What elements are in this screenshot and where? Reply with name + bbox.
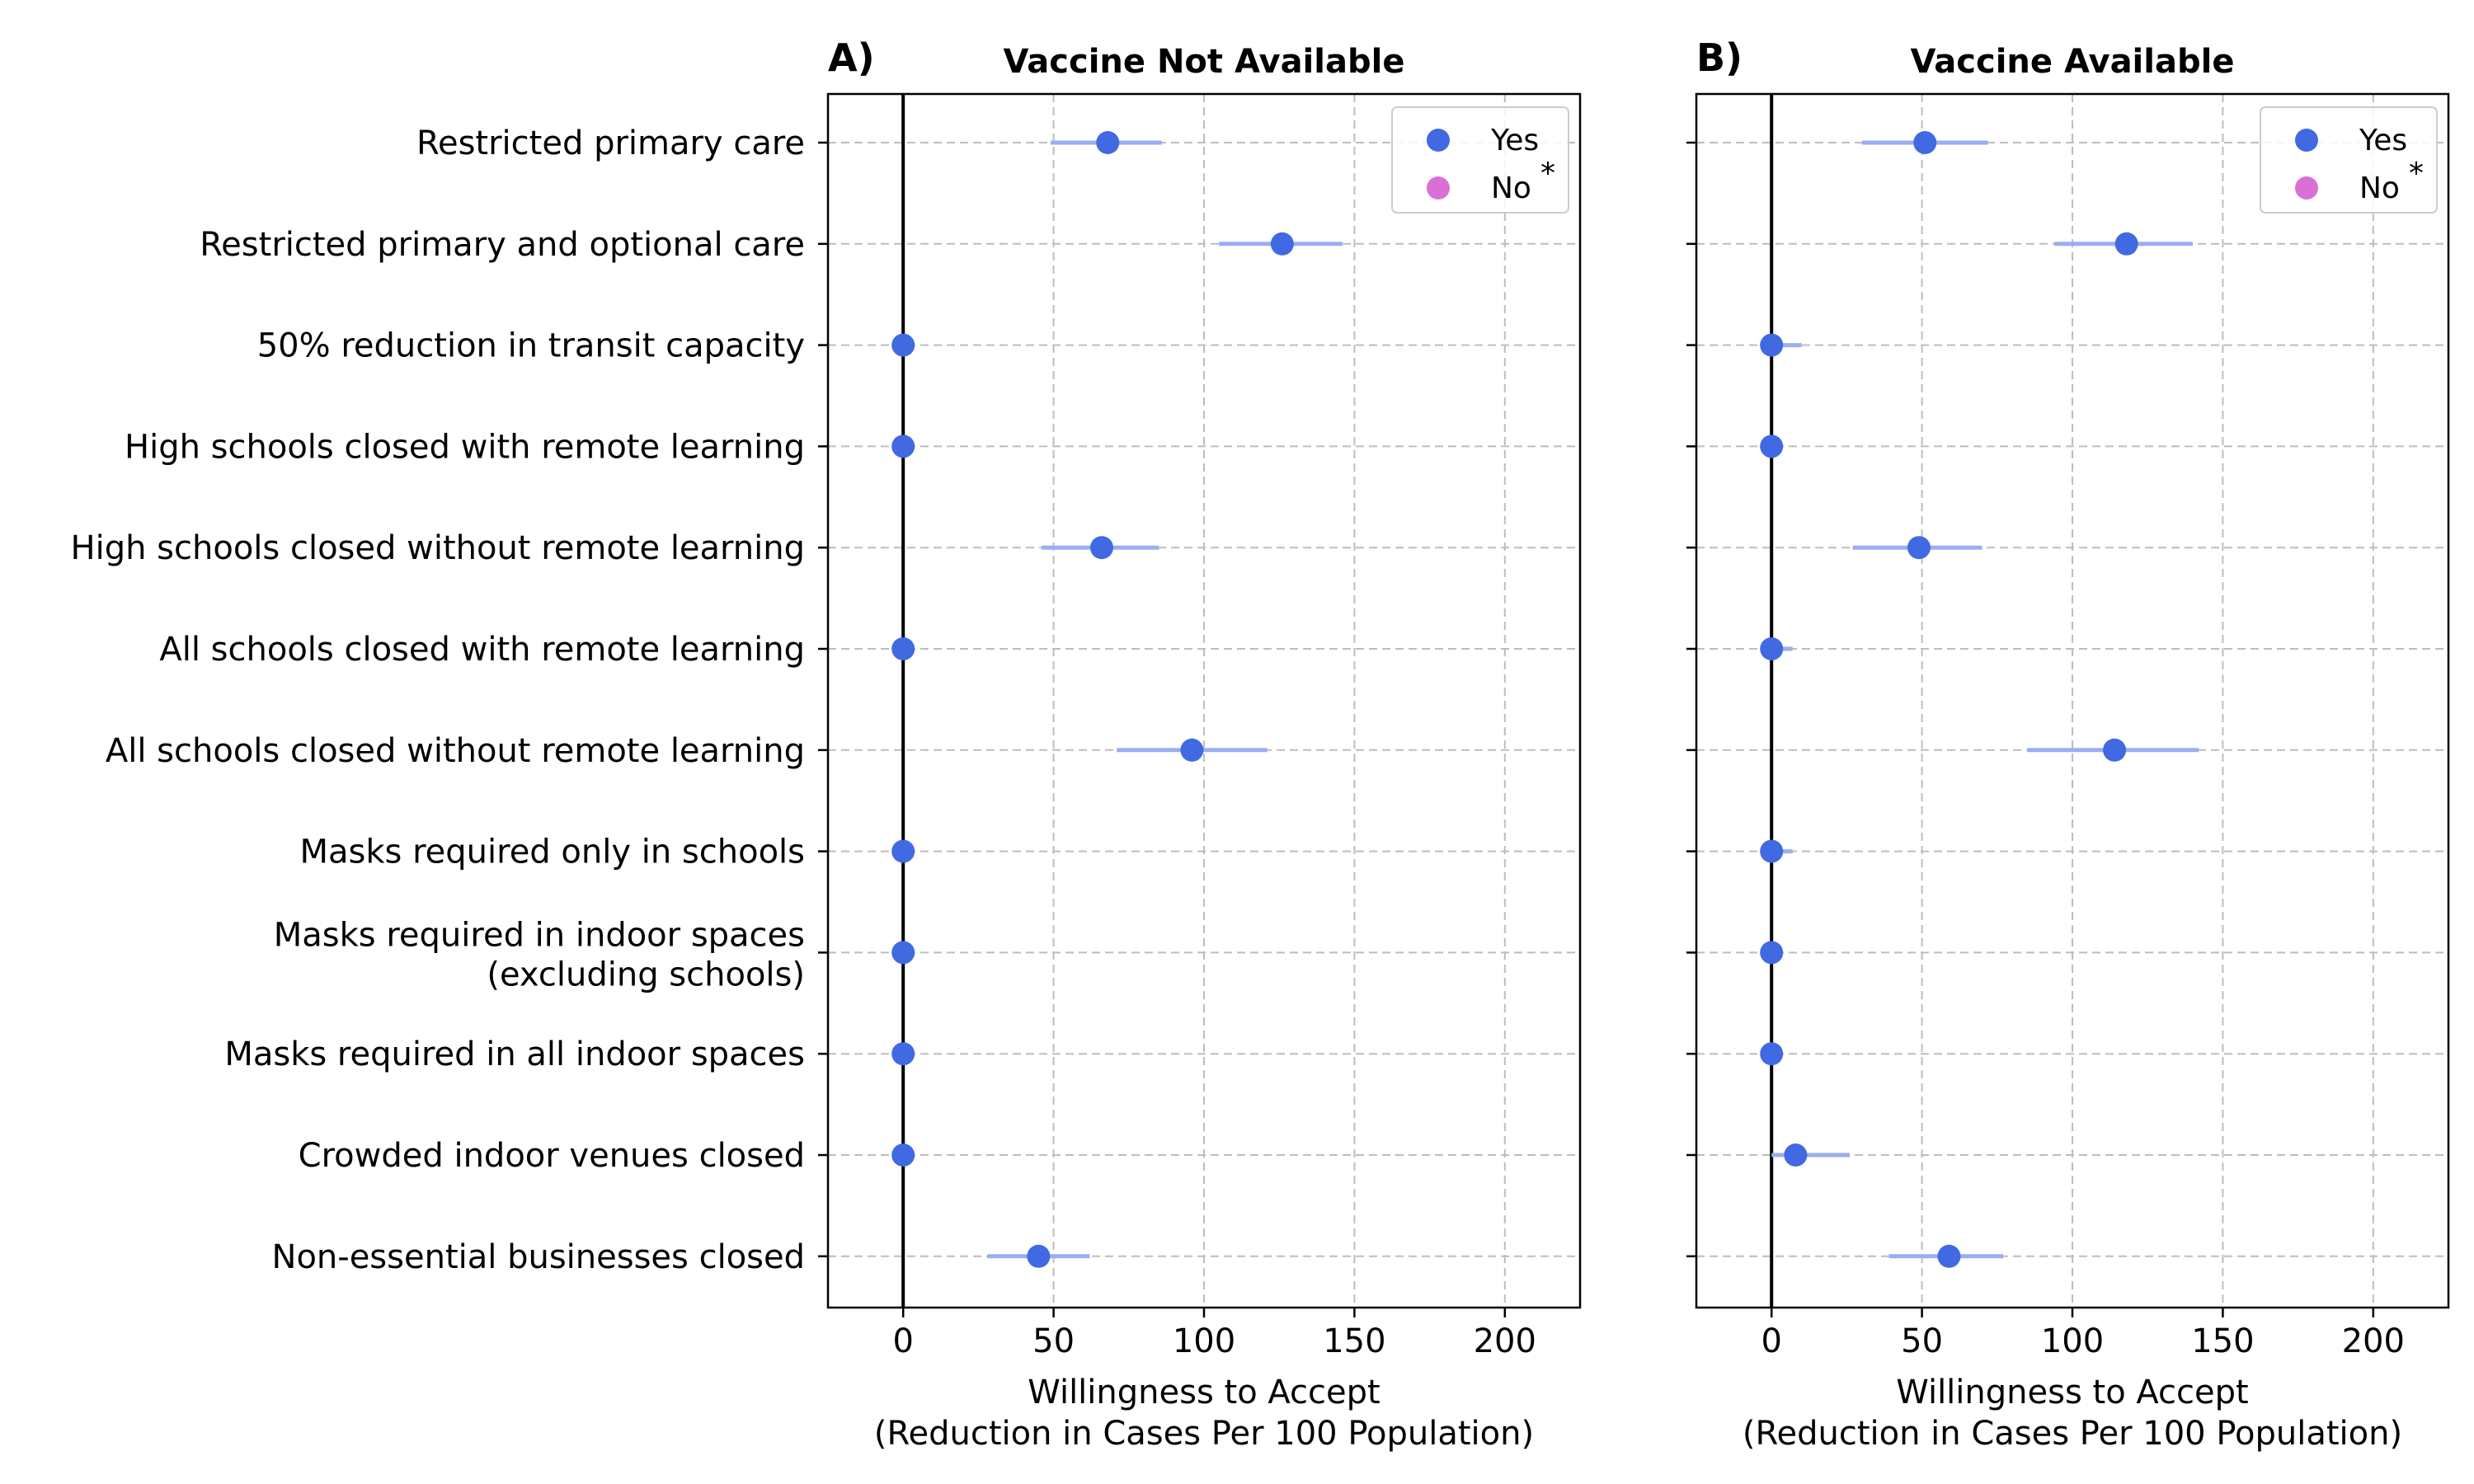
data-point — [1027, 1244, 1051, 1268]
data-point — [2114, 232, 2138, 256]
data-point — [891, 333, 915, 357]
data-point — [891, 941, 915, 965]
x-axis-label: (Reduction in Cases Per 100 Population) — [1743, 1415, 2402, 1453]
x-tick-label: 200 — [1474, 1322, 1536, 1360]
x-tick-label: 200 — [2342, 1322, 2405, 1360]
category-label: Restricted primary care — [416, 124, 805, 162]
panel-label: B) — [1696, 35, 1743, 80]
category-label: Non-essential businesses closed — [272, 1238, 805, 1276]
category-label: High schools closed without remote learn… — [71, 529, 805, 567]
category-label: Crowded indoor venues closed — [299, 1137, 805, 1175]
x-tick-label: 100 — [2041, 1322, 2104, 1360]
data-point — [891, 1042, 915, 1066]
data-point — [1760, 434, 1784, 458]
x-tick-label: 50 — [1901, 1322, 1943, 1360]
category-label: Restricted primary and optional care — [200, 226, 805, 264]
data-point — [1096, 131, 1120, 154]
x-tick-label: 50 — [1032, 1322, 1075, 1360]
data-point — [1760, 637, 1784, 660]
legend-marker-no — [1427, 176, 1450, 200]
panel-title: Vaccine Not Available — [1004, 43, 1405, 81]
category-label: All schools closed without remote learni… — [106, 732, 805, 770]
data-point — [2103, 738, 2127, 762]
legend-label-yes: Yes — [2359, 124, 2407, 157]
legend-label-yes: Yes — [1490, 124, 1539, 157]
x-tick-label: 0 — [1761, 1322, 1781, 1360]
category-label: All schools closed with remote learning — [159, 631, 805, 669]
category-label: Masks required only in schools — [300, 834, 805, 871]
category-label: 50% reduction in transit capacity — [257, 327, 805, 365]
data-point — [1760, 333, 1784, 357]
data-point — [1937, 1244, 1961, 1268]
category-label: (excluding schools) — [487, 956, 805, 993]
data-point — [891, 1144, 915, 1167]
legend-marker-no — [2295, 176, 2318, 200]
panel-title: Vaccine Available — [1911, 43, 2235, 81]
legend-label-no-asterisk: * — [1540, 157, 1555, 190]
x-tick-label: 100 — [1173, 1322, 1235, 1360]
x-tick-label: 0 — [892, 1322, 913, 1360]
legend-marker-yes — [1427, 129, 1450, 152]
data-point — [1270, 232, 1294, 256]
data-point — [891, 637, 915, 660]
x-axis-label: Willingness to Accept — [1896, 1374, 2248, 1411]
data-point — [1180, 738, 1204, 762]
x-tick-label: 150 — [1323, 1322, 1385, 1360]
data-point — [891, 839, 915, 863]
panel-label: A) — [828, 35, 875, 80]
data-point — [1913, 131, 1937, 154]
legend-label-no: No — [2359, 171, 2400, 205]
x-tick-label: 150 — [2191, 1322, 2254, 1360]
data-point — [1089, 536, 1113, 560]
category-label: Masks required in all indoor spaces — [224, 1036, 805, 1073]
data-point — [1760, 941, 1784, 965]
data-point — [1760, 1042, 1784, 1066]
x-axis-label: Willingness to Accept — [1028, 1374, 1380, 1411]
x-axis-label: (Reduction in Cases Per 100 Population) — [874, 1415, 1534, 1453]
data-point — [891, 434, 915, 458]
legend-label-no-asterisk: * — [2409, 157, 2424, 190]
legend-marker-yes — [2295, 129, 2318, 152]
category-label: Masks required in indoor spaces — [274, 916, 805, 954]
data-point — [1760, 839, 1784, 863]
category-label: High schools closed with remote learning — [125, 428, 805, 466]
legend-label-no: No — [1491, 171, 1531, 205]
data-point — [1907, 536, 1931, 560]
data-point — [1784, 1144, 1808, 1167]
